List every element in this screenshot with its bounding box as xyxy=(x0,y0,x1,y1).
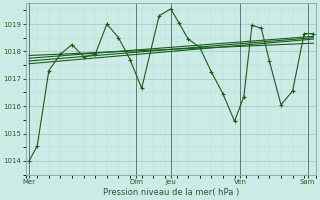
X-axis label: Pression niveau de la mer( hPa ): Pression niveau de la mer( hPa ) xyxy=(103,188,239,197)
